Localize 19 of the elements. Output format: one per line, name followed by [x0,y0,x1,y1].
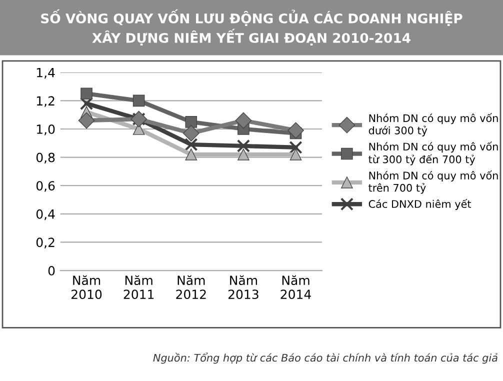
x-tick-label: Năm 2012 [176,275,206,300]
y-tick-label: 0,4 [36,209,55,220]
x-tick-label: Năm 2010 [72,275,102,300]
x-tick-label: Năm 2013 [228,275,258,300]
legend-label: Nhóm DN có quy mô vốn dưới 300 tỷ [368,113,498,136]
y-tick-label: 0,6 [36,181,55,192]
y-tick-label: 1,0 [36,124,55,136]
legend-label: Nhóm DN có quy mô vốn trên 700 tỷ [368,170,498,194]
text: Nguồn: Tổng hợp từ các Báo cáo tài chính và tính toán của tác giả [153,352,498,364]
y-tick-label: 0,8 [36,152,55,164]
y-tick-label: 0 [48,266,55,276]
x-tick-label: Năm 2014 [280,275,311,300]
x-tick-label: Năm 2011 [124,275,154,300]
chart-title: SỐ VÒNG QUAY VỐN LƯU ĐỘNG CỦA CÁC DOANH NGHIỆP XÂY DỰNG NIÊM YẾT GIAI ĐOẠN 2010-2014 [41,9,462,46]
y-tick-label: 1,2 [36,96,54,107]
legend-label: Các DNXD niêm yết [368,198,472,210]
legend-label: Nhóm DN có quy mô vốn từ 300 tỷ đến 700 tỷ [368,142,498,166]
y-tick-label: 0,2 [36,238,54,248]
y-tick-label: 1,4 [36,68,55,79]
